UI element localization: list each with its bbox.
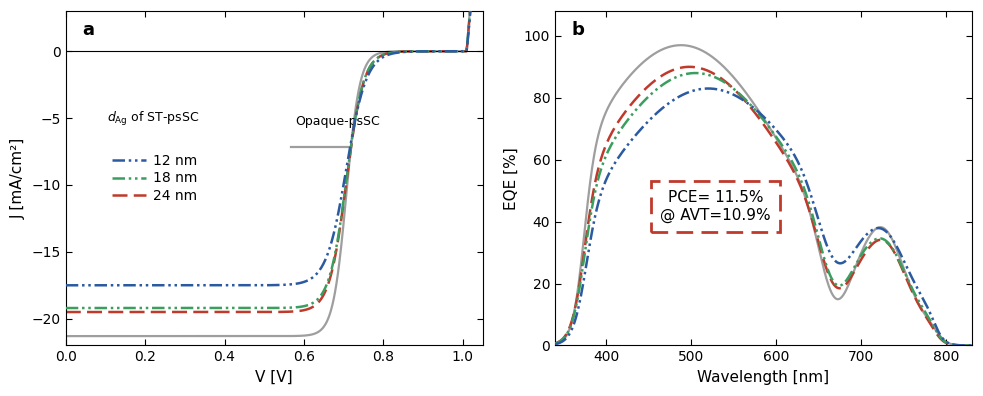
Y-axis label: EQE [%]: EQE [%] (503, 147, 518, 209)
Text: b: b (572, 21, 585, 39)
X-axis label: Wavelength [nm]: Wavelength [nm] (698, 370, 830, 385)
Legend: 12 nm, 18 nm, 24 nm: 12 nm, 18 nm, 24 nm (106, 148, 203, 209)
Text: PCE= 11.5%
@ AVT=10.9%: PCE= 11.5% @ AVT=10.9% (661, 190, 771, 223)
Text: Opaque-psSC: Opaque-psSC (295, 115, 379, 128)
X-axis label: V [V]: V [V] (256, 370, 293, 385)
Text: a: a (83, 21, 94, 39)
Text: $d_\mathrm{Ag}$ of ST-psSC: $d_\mathrm{Ag}$ of ST-psSC (107, 110, 200, 128)
Y-axis label: J [mA/cm²]: J [mA/cm²] (11, 138, 27, 219)
